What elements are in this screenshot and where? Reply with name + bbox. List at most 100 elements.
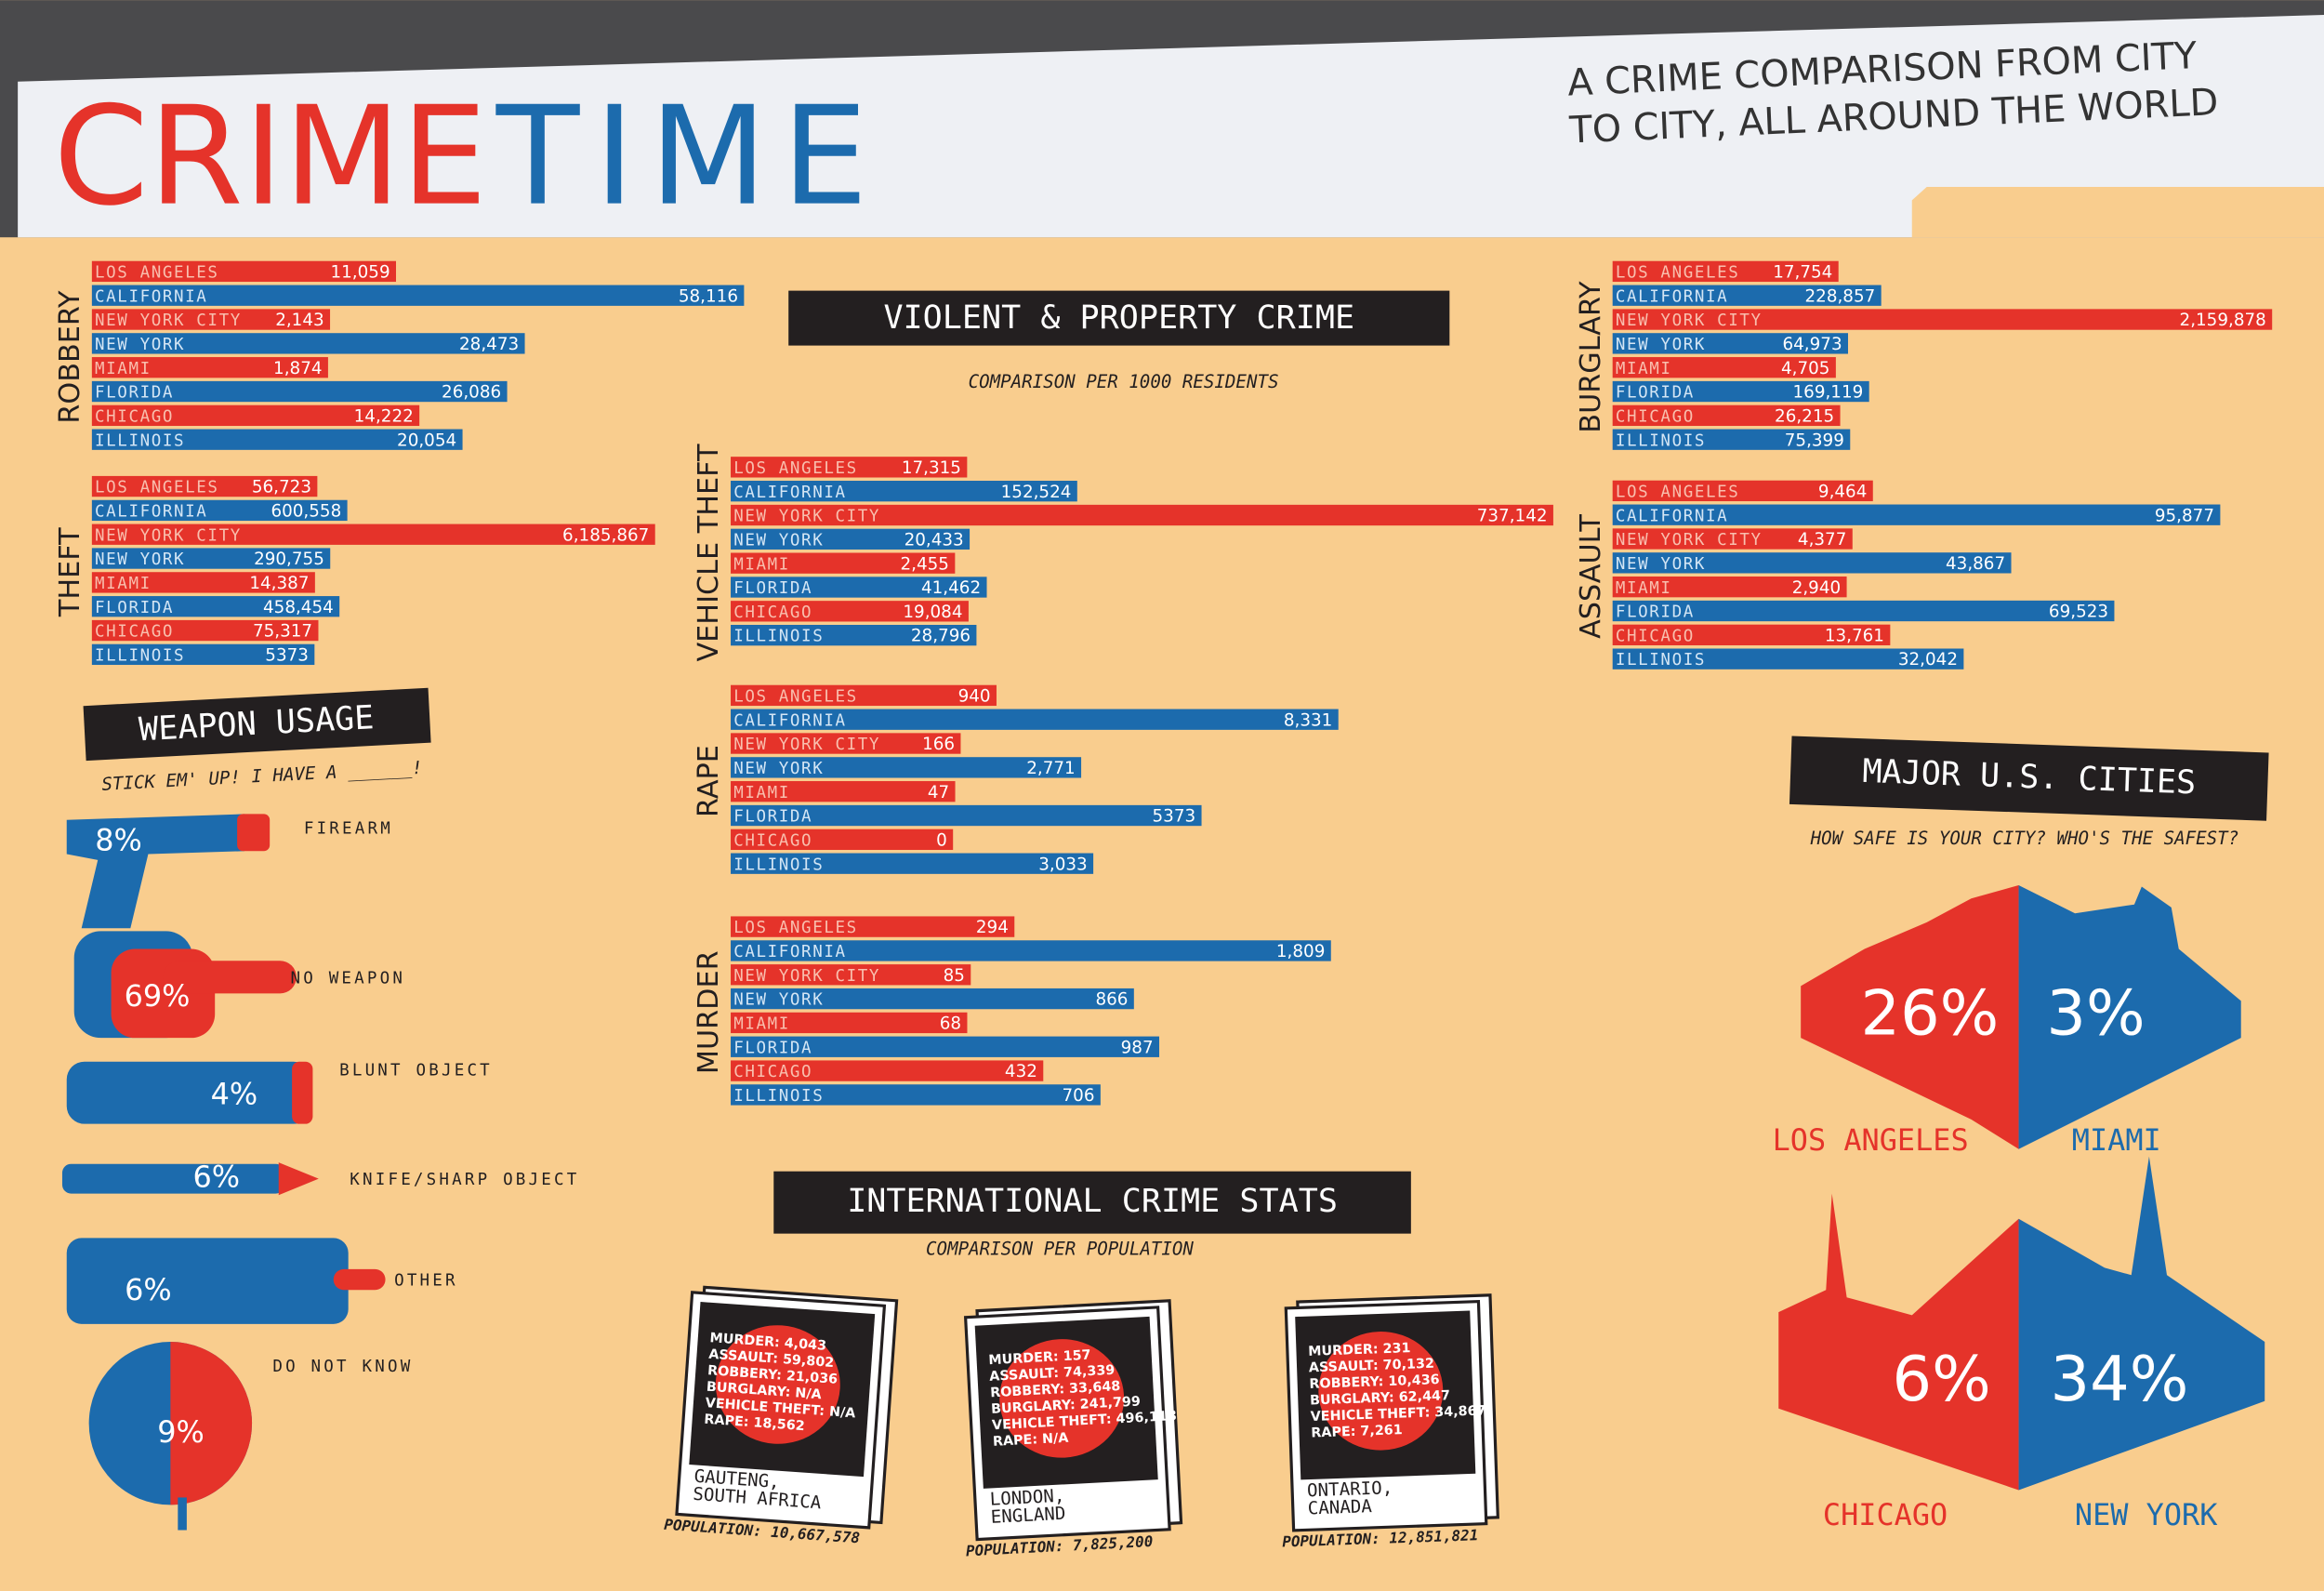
value-label: 26,086 [442, 383, 501, 403]
chart-title: ROBBERY [54, 290, 86, 424]
category-label: FLORIDA [95, 599, 174, 617]
bar-chart: ROBBERY LOS ANGELES 11,059 CALIFORNIA 58,116… [54, 260, 745, 450]
value-label: 3,033 [1038, 855, 1087, 874]
bar-chart: BURGLARY LOS ANGELES 17,754 CALIFORNIA 228,8… [1575, 260, 2273, 450]
weapon-percent: 69% [125, 978, 191, 1014]
weapon-percent: 6% [125, 1272, 172, 1307]
bar [731, 804, 1202, 827]
bar [731, 1012, 968, 1034]
tab [1911, 187, 2324, 238]
category-label: NEW YORK [1616, 555, 1706, 574]
value-label: 17,754 [1773, 262, 1832, 282]
value-label: 2,143 [275, 311, 324, 330]
category-label: CHICAGO [1616, 407, 1695, 426]
stat-line: VEHICLE THEFT: 34,867 [1310, 1403, 1486, 1425]
city-name: LOS ANGELES [1773, 1122, 1969, 1158]
blunt-icon [66, 1061, 311, 1124]
category-label: FLORIDA [733, 579, 812, 598]
bar-chart: THEFT LOS ANGELES 56,723 CALIFORNIA 600,558 N… [54, 475, 655, 665]
chart-title: RAPE [693, 745, 725, 817]
category-label: NEW YORK CITY [733, 736, 880, 754]
chart-title: THEFT [54, 527, 86, 617]
blunt-tip [292, 1061, 313, 1124]
category-label: CHICAGO [95, 623, 174, 642]
bar [731, 577, 987, 598]
bar [1612, 552, 2012, 574]
bar [91, 619, 319, 642]
category-label: CHICAGO [733, 603, 812, 622]
category-label: LOS ANGELES [1616, 483, 1740, 501]
knife-icon [61, 1163, 285, 1194]
category-label: FLORIDA [95, 384, 174, 403]
weapon-percent: 4% [211, 1076, 258, 1111]
value-label: 294 [976, 918, 1009, 937]
value-label: 95,877 [2155, 506, 2214, 525]
category-label: MIAMI [733, 555, 790, 574]
weapon-label: DO NOT KNOW [272, 1358, 413, 1376]
value-label: 5373 [265, 645, 309, 665]
title-blue: TIME [495, 77, 883, 236]
bar [731, 916, 1015, 937]
bar [1612, 357, 1836, 378]
bar [731, 988, 1134, 1010]
category-label: MIAMI [95, 575, 152, 593]
value-label: 28,796 [911, 627, 971, 646]
bar [731, 684, 997, 707]
bar-chart: RAPE LOS ANGELES 940 CALIFORNIA 8,331 NEW YOR… [693, 684, 1339, 874]
region-map [999, 1339, 1125, 1458]
weapon-percent: 8% [95, 823, 142, 858]
bar [731, 1036, 1160, 1057]
finger [163, 961, 297, 994]
value-label: 17,315 [902, 458, 961, 478]
bar [1612, 260, 1839, 283]
place-name: LONDON, [989, 1485, 1065, 1510]
bar [731, 481, 1077, 502]
value-label: 290,755 [254, 550, 324, 569]
bar [91, 357, 328, 378]
bar [1612, 600, 2115, 622]
bar-chart: ASSAULT LOS ANGELES 9,464 CALIFORNIA 95,877 N… [1575, 480, 2221, 670]
category-label: NEW YORK [733, 991, 824, 1010]
value-label: 2,159,878 [2180, 311, 2266, 330]
chicago-shape [1778, 1193, 2019, 1491]
bar [731, 733, 961, 754]
bar [1612, 528, 1853, 550]
category-label: ILLINOIS [1616, 651, 1706, 670]
stat-line: ASSAULT: 70,132 [1309, 1357, 1435, 1376]
chainsaw-tip [333, 1268, 386, 1291]
bar [91, 333, 525, 354]
stat-line: MURDER: 231 [1308, 1341, 1411, 1359]
category-label: MIAMI [1616, 579, 1672, 598]
bar [1612, 624, 1891, 645]
chainsaw-icon [66, 1238, 349, 1324]
category-label: CHICAGO [95, 407, 174, 426]
weapon-label: OTHER [394, 1272, 458, 1291]
value-label: 8,331 [1284, 710, 1332, 730]
bar-chart: MURDER LOS ANGELES 294 CALIFORNIA 1,809 NEW Y… [693, 916, 1331, 1106]
bar [91, 285, 745, 306]
bar [1612, 285, 1882, 306]
bar [731, 1060, 1044, 1081]
category-label: ILLINOIS [733, 628, 824, 646]
bar [1612, 429, 1851, 450]
bar [731, 757, 1082, 778]
value-label: 706 [1063, 1086, 1095, 1106]
value-label: 228,857 [1805, 286, 1876, 306]
international-title: INTERNATIONAL CRIME STATS [847, 1182, 1338, 1220]
category-label: ILLINOIS [733, 855, 824, 874]
value-label: 32,042 [1898, 650, 1958, 670]
category-label: FLORIDA [733, 808, 812, 827]
category-label: CALIFORNIA [733, 711, 846, 730]
bar [731, 1084, 1101, 1106]
bar [731, 940, 1331, 961]
bar [731, 504, 1553, 526]
city-name: MIAMI [2072, 1122, 2161, 1158]
knife-tip [278, 1162, 319, 1196]
bar [731, 624, 977, 646]
bar [1612, 648, 1964, 670]
category-label: CHICAGO [1616, 627, 1695, 645]
gun-icon [66, 814, 245, 929]
